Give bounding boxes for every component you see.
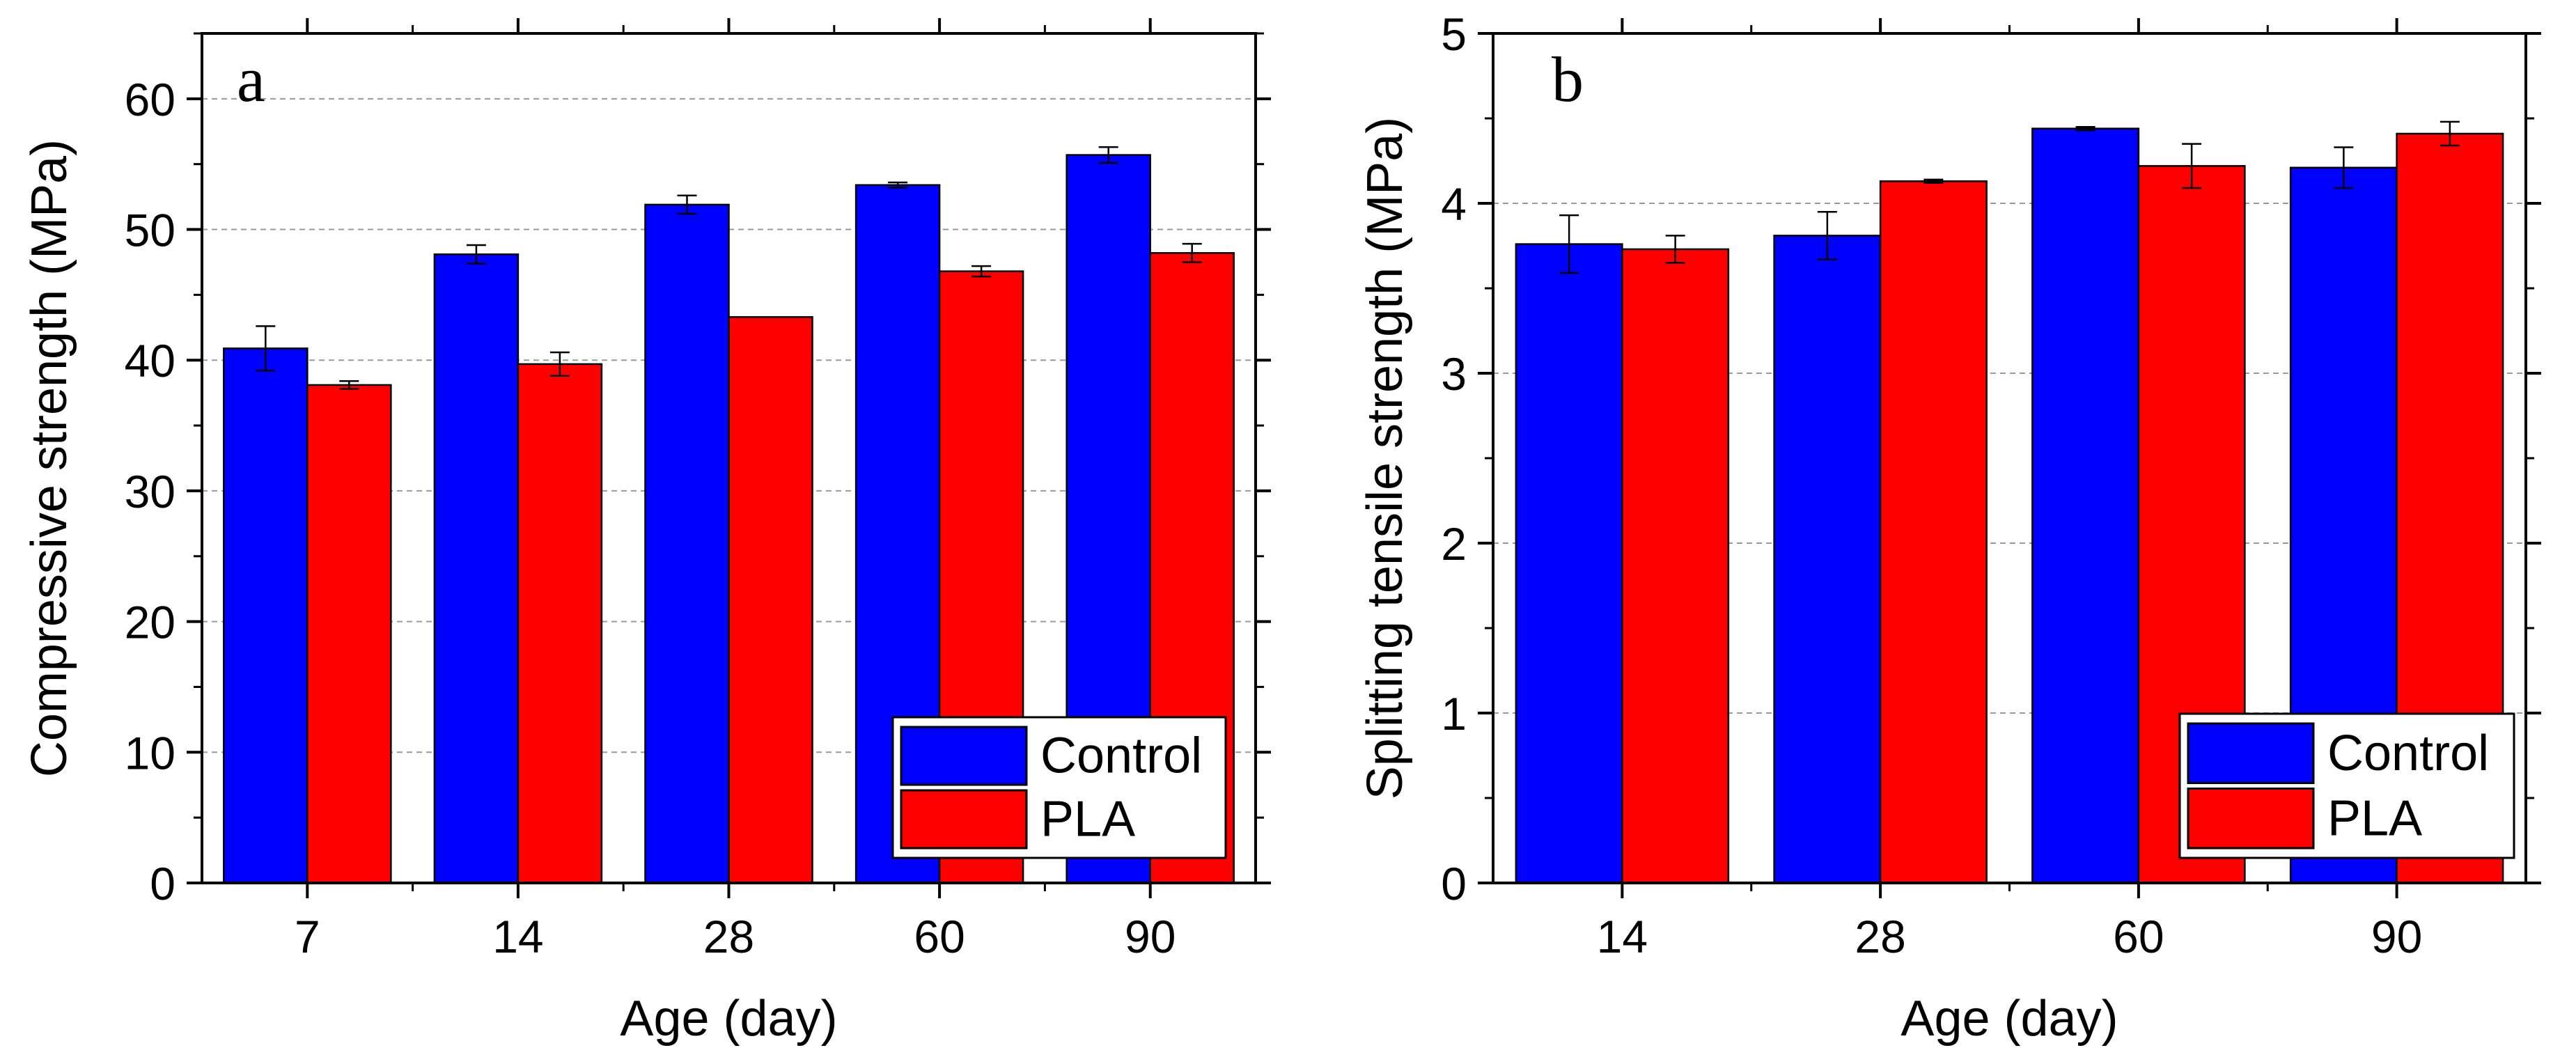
x-tick-label: 90	[1125, 911, 1176, 962]
error-bar-control-60	[2075, 125, 2095, 132]
bar-pla-14	[517, 363, 603, 884]
error-bar-control-90	[1098, 146, 1118, 164]
legend-swatch-pla	[2187, 788, 2315, 850]
y-tick-label: 40	[125, 335, 175, 386]
x-tick-label: 28	[1855, 911, 1905, 962]
bar-control-7	[223, 347, 309, 884]
error-bar-control-28	[1817, 210, 1837, 260]
y-axis-label: Compressive strength (MPa)	[22, 139, 77, 777]
error-bar-control-60	[888, 181, 908, 189]
y-tick-label: 3	[1441, 348, 1467, 400]
y-tick-label: 20	[125, 597, 175, 648]
y-tick-label: 5	[1441, 8, 1467, 60]
y-tick-label: 30	[125, 466, 175, 517]
legend-label-control: Control	[1040, 728, 1202, 784]
y-tick-label: 2	[1441, 518, 1467, 570]
legend-swatch-control	[2187, 722, 2315, 784]
x-axis-label: Age (day)	[1900, 991, 2118, 1047]
y-tick-label: 10	[125, 727, 175, 779]
error-bar-pla-90	[2440, 120, 2460, 147]
panel-letter: b	[1552, 44, 1584, 115]
error-bar-pla-60	[971, 265, 992, 278]
y-tick-label: 50	[125, 205, 175, 256]
legend-label-control: Control	[2327, 726, 2489, 781]
error-bar-pla-28	[1923, 178, 1944, 184]
error-bar-control-14	[466, 244, 486, 265]
bar-control-60	[2031, 127, 2140, 884]
bar-pla-7	[306, 384, 392, 884]
x-tick-label: 28	[703, 911, 754, 962]
panel-letter: a	[237, 44, 265, 115]
chart-panel-a: 0 10 20 30 40 50 60 7 14 28 60 90 Age (day) Compressi…	[22, 18, 1271, 1047]
y-axis-label: Splitting tensile strength (MPa)	[1357, 117, 1413, 799]
x-tick-label: 14	[492, 911, 543, 962]
y-tick-label: 0	[150, 858, 175, 909]
error-bar-control-90	[2334, 146, 2354, 189]
bar-control-14	[1515, 243, 1623, 884]
legend-label-pla: PLA	[1040, 792, 1135, 847]
legend-label-pla: PLA	[2327, 790, 2422, 846]
error-bar-control-28	[677, 194, 697, 215]
y-tick-label: 4	[1441, 178, 1467, 230]
error-bar-control-14	[1559, 214, 1579, 274]
error-bar-pla-90	[1182, 242, 1202, 263]
legend: Control PLA	[2178, 712, 2515, 859]
error-bar-pla-7	[339, 380, 359, 390]
x-axis-label: Age (day)	[620, 991, 837, 1047]
legend: Control PLA	[891, 716, 1227, 859]
error-bar-control-7	[256, 325, 276, 372]
bar-pla-14	[1621, 248, 1730, 884]
bar-pla-28	[1879, 180, 1988, 884]
legend-swatch-control	[900, 726, 1028, 786]
x-tick-label: 60	[914, 911, 965, 962]
bar-control-14	[433, 253, 520, 884]
bar-control-28	[644, 203, 730, 884]
legend-swatch-pla	[900, 789, 1028, 850]
y-tick-label: 60	[125, 74, 175, 125]
error-bar-pla-14	[1665, 235, 1685, 264]
bar-control-28	[1773, 235, 1882, 884]
error-bar-pla-60	[2182, 143, 2202, 189]
x-tick-label: 7	[295, 911, 320, 962]
error-bar-pla-14	[549, 351, 570, 377]
y-tick-label: 0	[1441, 858, 1467, 909]
bar-pla-28	[728, 316, 813, 884]
x-tick-label: 90	[2371, 911, 2422, 962]
x-tick-label: 60	[2113, 911, 2164, 962]
x-tick-label: 14	[1597, 911, 1648, 962]
chart-panel-b: 0 1 2 3 4 5 14 28 60 90 Age (day) Splitting tensile…	[1357, 8, 2541, 1047]
y-tick-label: 1	[1441, 688, 1467, 740]
